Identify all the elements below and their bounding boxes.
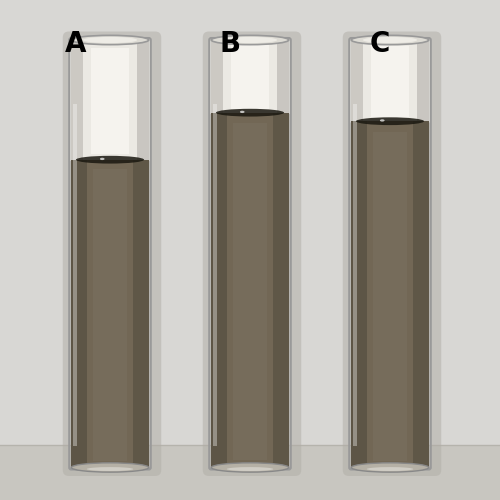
- FancyBboxPatch shape: [137, 40, 149, 160]
- Ellipse shape: [72, 463, 149, 472]
- FancyBboxPatch shape: [413, 121, 429, 468]
- FancyBboxPatch shape: [353, 104, 358, 446]
- FancyBboxPatch shape: [63, 32, 161, 476]
- Text: C: C: [370, 30, 390, 58]
- FancyBboxPatch shape: [211, 112, 227, 468]
- Ellipse shape: [367, 467, 413, 471]
- FancyBboxPatch shape: [133, 160, 149, 468]
- Bar: [0, 445, 500, 500]
- Ellipse shape: [216, 109, 284, 116]
- FancyBboxPatch shape: [213, 104, 218, 446]
- FancyBboxPatch shape: [211, 112, 289, 468]
- FancyBboxPatch shape: [351, 121, 367, 468]
- Ellipse shape: [351, 463, 429, 472]
- FancyBboxPatch shape: [417, 40, 429, 121]
- FancyBboxPatch shape: [351, 40, 363, 121]
- Ellipse shape: [76, 156, 144, 164]
- Ellipse shape: [240, 110, 244, 113]
- Ellipse shape: [72, 36, 149, 44]
- Text: B: B: [220, 30, 241, 58]
- FancyBboxPatch shape: [72, 40, 83, 160]
- Ellipse shape: [100, 158, 104, 160]
- Ellipse shape: [351, 36, 429, 44]
- Ellipse shape: [380, 120, 384, 122]
- Ellipse shape: [211, 463, 289, 472]
- FancyBboxPatch shape: [210, 38, 290, 114]
- Ellipse shape: [83, 37, 137, 43]
- FancyBboxPatch shape: [343, 32, 442, 476]
- FancyBboxPatch shape: [273, 112, 289, 468]
- Text: A: A: [65, 30, 86, 58]
- Ellipse shape: [223, 37, 277, 43]
- Ellipse shape: [87, 467, 133, 471]
- Ellipse shape: [211, 36, 289, 44]
- FancyBboxPatch shape: [373, 132, 407, 460]
- FancyBboxPatch shape: [277, 40, 289, 113]
- FancyBboxPatch shape: [370, 46, 410, 117]
- FancyBboxPatch shape: [203, 32, 301, 476]
- Ellipse shape: [356, 118, 424, 125]
- FancyBboxPatch shape: [211, 40, 223, 113]
- FancyBboxPatch shape: [350, 38, 430, 122]
- FancyBboxPatch shape: [93, 169, 127, 462]
- FancyBboxPatch shape: [90, 48, 130, 154]
- FancyBboxPatch shape: [70, 38, 150, 161]
- FancyBboxPatch shape: [351, 121, 429, 468]
- Ellipse shape: [363, 37, 417, 43]
- Ellipse shape: [227, 467, 273, 471]
- FancyBboxPatch shape: [72, 160, 149, 468]
- FancyBboxPatch shape: [72, 160, 87, 468]
- FancyBboxPatch shape: [73, 104, 78, 446]
- FancyBboxPatch shape: [233, 124, 267, 460]
- FancyBboxPatch shape: [230, 45, 270, 109]
